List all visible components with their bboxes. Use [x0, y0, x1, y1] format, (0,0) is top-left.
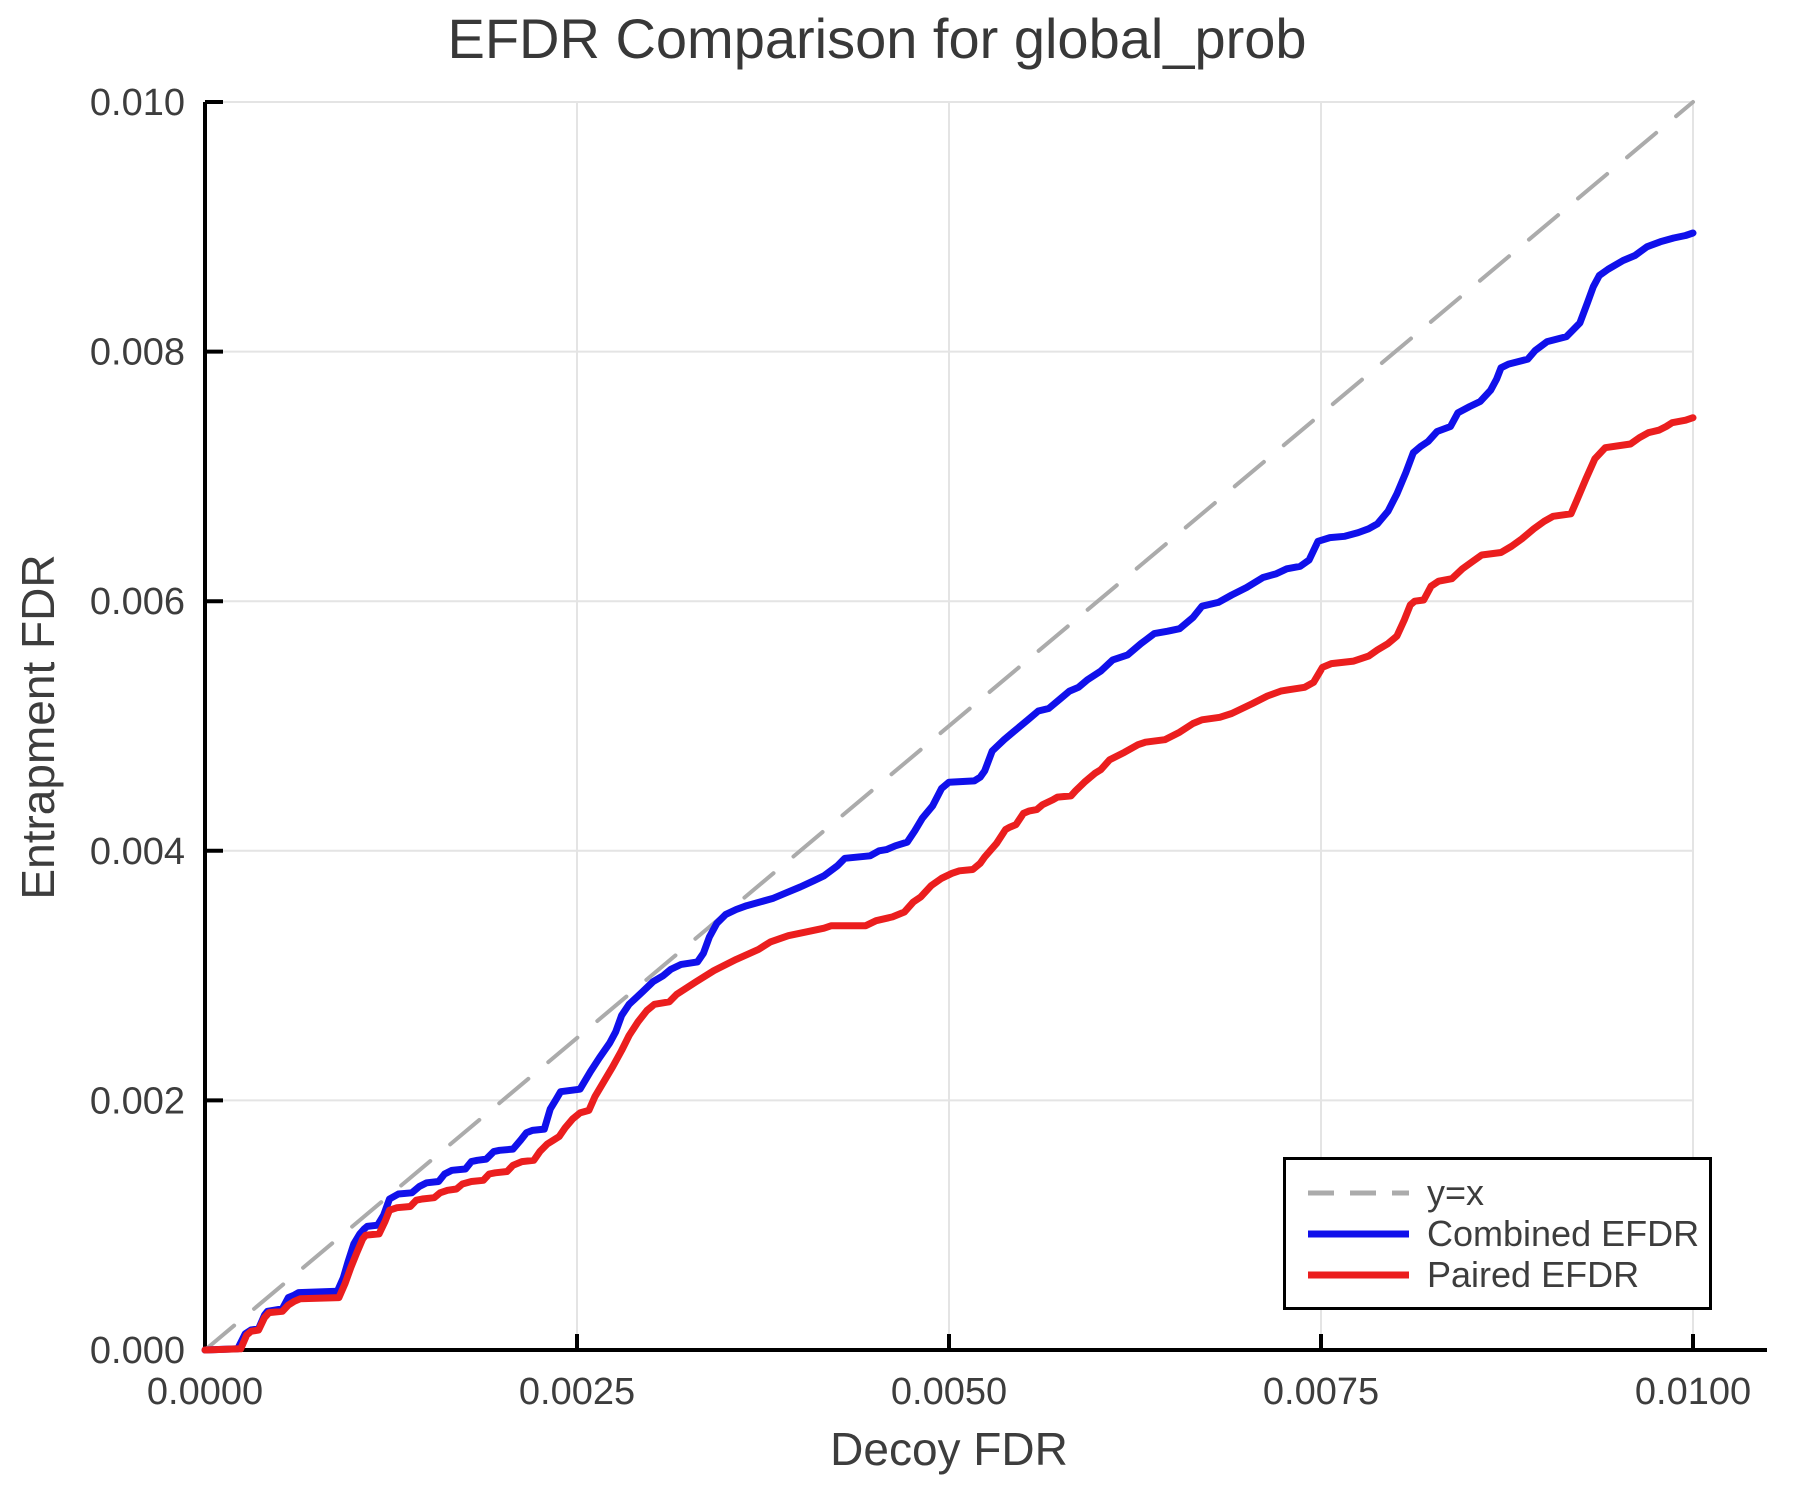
chart-title: EFDR Comparison for global_prob — [447, 7, 1307, 70]
x-tick-label: 0.0100 — [1635, 1371, 1751, 1413]
y-tick-label: 0.002 — [90, 1080, 185, 1122]
y-tick-label: 0.008 — [90, 332, 185, 374]
y-tick-label: 0.004 — [90, 831, 185, 873]
legend-label-combined: Combined EFDR — [1427, 1212, 1700, 1254]
x-tick-label: 0.0025 — [519, 1371, 635, 1413]
legend-label-paired: Paired EFDR — [1427, 1253, 1640, 1295]
legend-entry-paired: Paired EFDR — [1306, 1254, 1709, 1295]
paired-line-sample-icon — [1308, 1271, 1409, 1278]
x-axis-title: Decoy FDR — [830, 1423, 1068, 1475]
legend-entry-identity: y=x — [1306, 1172, 1709, 1213]
x-tick-label: 0.0075 — [1263, 1371, 1379, 1413]
legend: y=x Combined EFDR Paired EFDR — [1283, 1157, 1712, 1310]
series-line-y-x — [203, 100, 1695, 1352]
y-tick-label: 0.000 — [90, 1330, 185, 1372]
x-tick-label: 0.0050 — [891, 1371, 1007, 1413]
legend-entry-combined: Combined EFDR — [1306, 1213, 1709, 1254]
combined-line-sample-icon — [1308, 1230, 1409, 1237]
y-axis-title: Entrapment FDR — [12, 554, 64, 900]
series-line-combined-efdr — [201, 229, 1697, 1354]
legend-label-identity: y=x — [1427, 1171, 1485, 1213]
series-line-paired-efdr — [201, 414, 1697, 1354]
x-tick-label: 0.0000 — [147, 1371, 263, 1413]
y-tick-label: 0.010 — [90, 82, 185, 124]
identity-line-sample-icon — [1308, 1190, 1409, 1195]
y-tick-label: 0.006 — [90, 581, 185, 623]
